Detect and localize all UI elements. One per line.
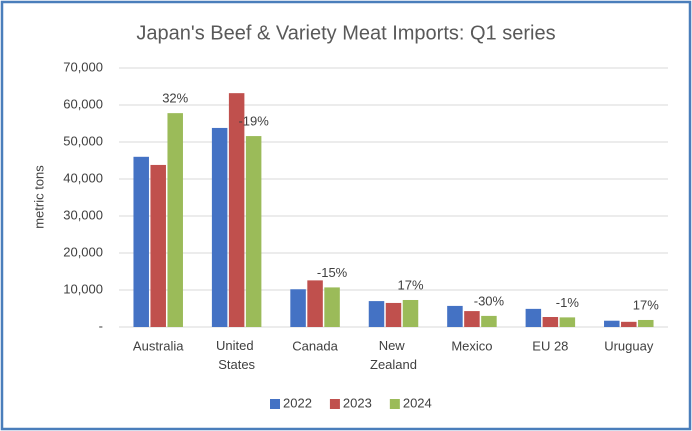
y-tick-label: 20,000	[63, 244, 103, 259]
bar	[368, 301, 385, 327]
change-label: -30%	[474, 293, 505, 308]
change-label: -1%	[556, 295, 580, 310]
legend-swatch	[389, 399, 400, 409]
bar	[167, 113, 183, 327]
y-tick-label: 70,000	[63, 59, 103, 74]
bar	[150, 164, 166, 327]
legend-swatch	[329, 399, 340, 409]
legend-label: 2024	[403, 395, 432, 410]
bar	[621, 321, 637, 327]
y-tick-label: 30,000	[63, 207, 103, 222]
y-tick-label: 10,000	[63, 281, 103, 296]
bar	[385, 302, 402, 327]
bar	[290, 289, 306, 327]
y-tick-label: 60,000	[63, 96, 103, 111]
y-tick-label: 50,000	[63, 133, 103, 148]
bar	[307, 280, 323, 327]
bar	[464, 311, 480, 327]
bar	[638, 319, 654, 327]
bar	[559, 317, 576, 327]
x-tick-label: Australia	[133, 338, 184, 353]
y-tick-label: 40,000	[63, 170, 103, 185]
x-tick-label: Mexico	[451, 338, 492, 353]
bar	[525, 308, 542, 327]
bar	[228, 93, 245, 327]
bar	[245, 136, 262, 327]
bar	[604, 320, 620, 327]
bar	[324, 287, 340, 327]
change-label: 32%	[162, 91, 188, 106]
x-tick-label: United States	[216, 338, 257, 372]
legend: 2022 2023 2024	[270, 395, 432, 410]
legend-swatch	[270, 399, 280, 409]
x-tick-label: EU 28	[532, 338, 568, 353]
bar	[133, 156, 149, 327]
y-tick-label: -	[99, 318, 103, 333]
x-tick-label: Canada	[292, 338, 338, 353]
legend-label: 2022	[283, 395, 312, 410]
legend-label: 2023	[343, 395, 372, 410]
bar	[402, 299, 419, 327]
x-tick-label: Uruguay	[604, 338, 654, 353]
y-axis-label: metric tons	[31, 165, 46, 229]
change-label: 17%	[633, 297, 659, 312]
change-label: 17%	[397, 277, 423, 292]
bar	[447, 305, 463, 327]
x-tick-label: New Zealand	[370, 338, 417, 372]
chart-title: Japan's Beef & Variety Meat Imports: Q1 …	[136, 22, 555, 44]
bar	[481, 315, 497, 327]
bar	[542, 317, 559, 327]
change-label: -19%	[238, 114, 269, 129]
bar	[211, 127, 228, 327]
change-label: -15%	[317, 265, 348, 280]
